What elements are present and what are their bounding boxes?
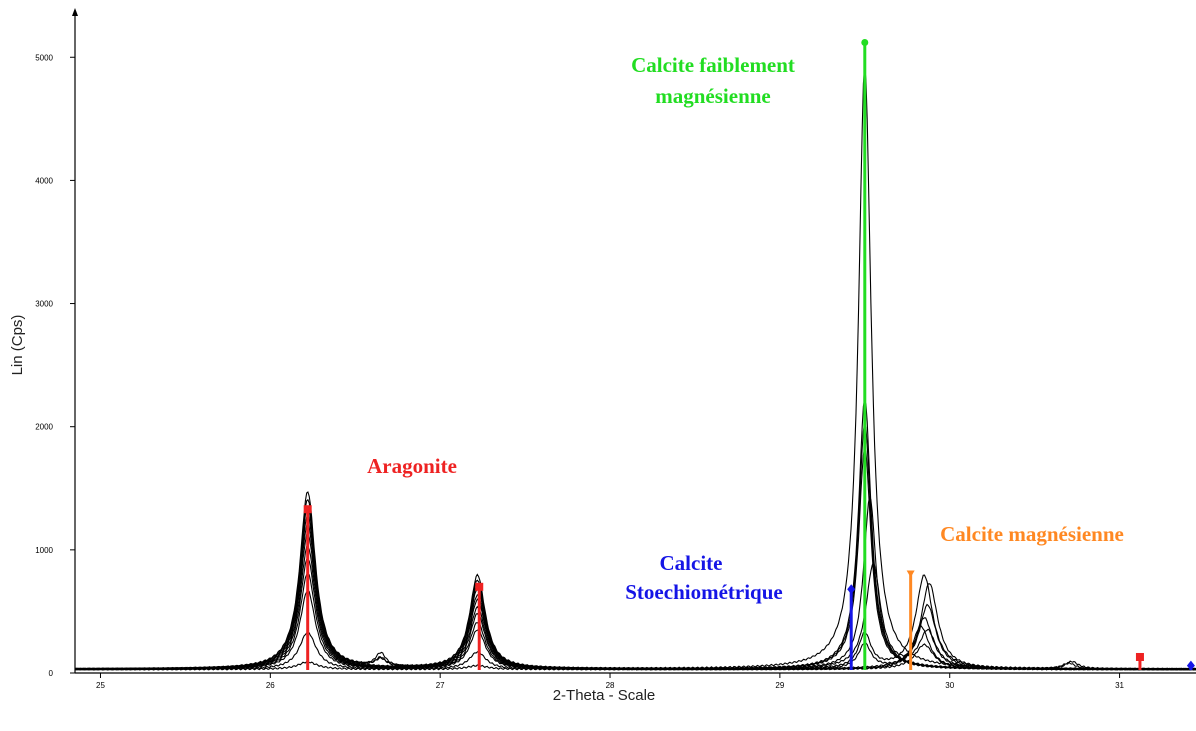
diffraction-trace [74, 423, 1196, 671]
x-tick-label: 30 [945, 681, 954, 690]
annotation-calcite-faible-line2: magnésienne [655, 84, 771, 108]
y-tick-label: 0 [49, 669, 54, 678]
x-tick-label: 29 [775, 681, 784, 690]
diffraction-trace [74, 545, 1196, 671]
phase-markers [303, 38, 1195, 671]
diffraction-traces [74, 66, 1196, 671]
y-axis-title: Lin (Cps) [9, 315, 26, 376]
x-tick-label: 26 [266, 681, 275, 690]
x-tick-label: 28 [606, 681, 615, 690]
x-tick-label: 31 [1115, 681, 1124, 690]
y-tick-label: 3000 [35, 300, 53, 309]
axes [72, 8, 1196, 674]
annotation-calcite-stoechio-line1: Calcite [660, 551, 723, 575]
y-tick-label: 5000 [35, 53, 53, 62]
phase-marker-square [1135, 652, 1144, 661]
annotation-calcite-stoechio-line2: Stoechiométrique [625, 580, 782, 604]
phase-marker-triangle [906, 570, 915, 578]
phase-marker-square [475, 582, 484, 591]
annotation-aragonite: Aragonite [367, 454, 457, 478]
y-tick-label: 4000 [35, 176, 53, 185]
x-tick-label: 27 [436, 681, 445, 690]
diffraction-trace [75, 558, 1196, 671]
annotation-calcite-faible-line1: Calcite faiblement [631, 53, 795, 77]
x-axis-title: 2-Theta - Scale [553, 687, 656, 704]
diffraction-trace [74, 447, 1196, 671]
ticks: 25 26 27 28 29 30 31 0 1000 2000 3000 4000 5000 [35, 53, 1124, 690]
phase-marker-diamond [1186, 660, 1195, 671]
phase-marker-diamond [847, 584, 856, 595]
y-axis-arrow-icon [72, 8, 78, 16]
phase-marker-square [303, 505, 312, 514]
diffraction-trace [74, 624, 1196, 671]
x-tick-label: 25 [96, 681, 105, 690]
annotation-calcite-magnesienne: Calcite magnésienne [940, 522, 1124, 546]
y-tick-label: 2000 [35, 423, 53, 432]
y-tick-label: 1000 [35, 546, 53, 555]
phase-marker-circle [861, 38, 869, 46]
diffraction-trace [74, 643, 1196, 671]
